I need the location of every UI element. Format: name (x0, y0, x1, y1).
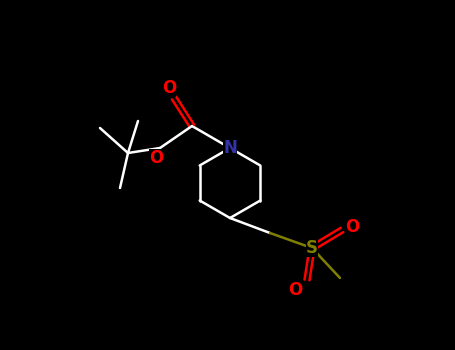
Text: S: S (306, 239, 318, 257)
Text: N: N (223, 139, 237, 157)
Text: O: O (149, 149, 163, 167)
Text: O: O (162, 79, 176, 97)
Text: O: O (345, 218, 359, 236)
Text: O: O (288, 281, 302, 299)
